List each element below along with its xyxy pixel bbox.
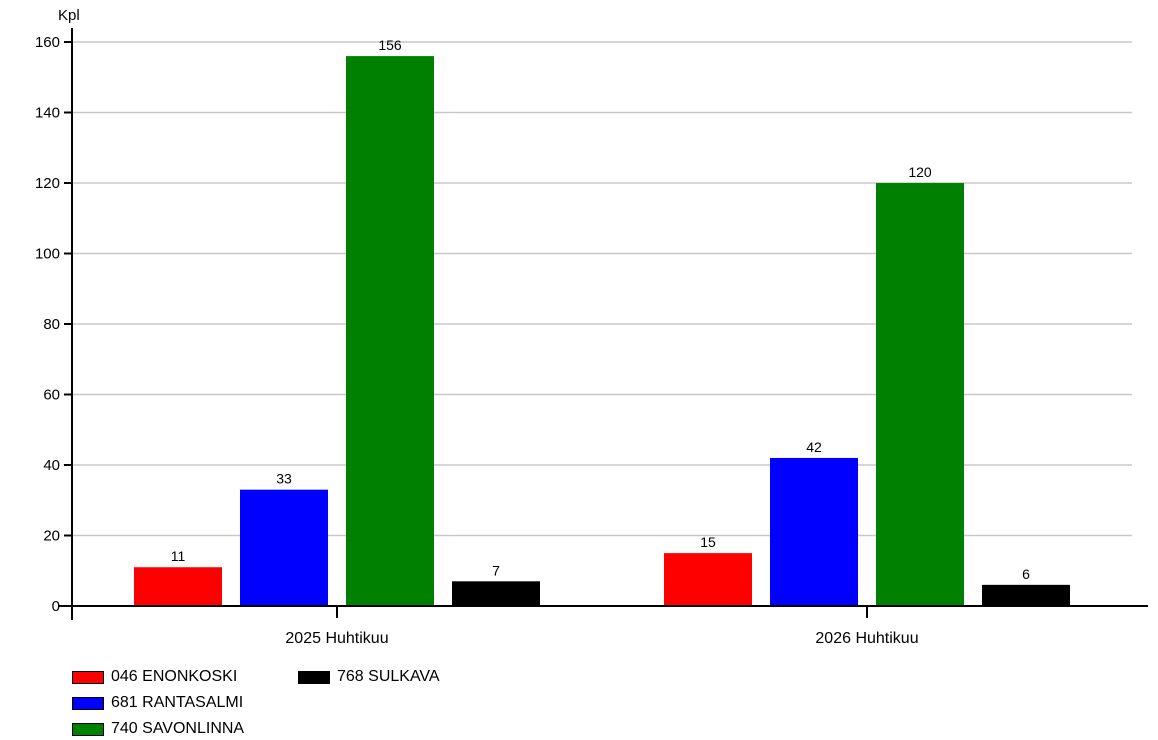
x-category-label: 2025 Huhtikuu bbox=[285, 630, 388, 647]
bar-chart: 11 33 156 7 15 42 120 6 0 20 40 60 80 100 120 140 160 20… bbox=[35, 7, 1148, 647]
bar-value-label: 120 bbox=[908, 164, 932, 180]
y-axis-label: Kpl bbox=[58, 7, 80, 24]
bar-value-label: 6 bbox=[1022, 566, 1030, 582]
y-tick-label: 80 bbox=[43, 316, 60, 333]
legend: 046 ENONKOSKI 681 RANTASALMI 740 SAVONLINN… bbox=[72, 666, 492, 738]
gridlines bbox=[72, 41, 1132, 537]
bar bbox=[240, 489, 328, 606]
legend-label: 681 RANTASALMI bbox=[111, 694, 244, 711]
y-tick-label: 140 bbox=[35, 105, 60, 122]
bar-value-label: 33 bbox=[276, 471, 292, 487]
data-labels: 11 33 156 7 15 42 120 6 bbox=[171, 37, 1030, 582]
legend-item: 046 ENONKOSKI bbox=[72, 666, 237, 688]
legend-item: 740 SAVONLINNA bbox=[72, 718, 244, 740]
y-tick-label: 0 bbox=[52, 598, 60, 615]
legend-swatch bbox=[72, 670, 104, 684]
bar bbox=[664, 553, 752, 606]
bar-value-label: 7 bbox=[492, 562, 500, 578]
axes: 0 20 40 60 80 100 120 140 160 2025 Huhtikuu 2026 H… bbox=[35, 28, 1148, 647]
bar-value-label: 42 bbox=[806, 439, 822, 455]
y-tick-label: 120 bbox=[35, 175, 60, 192]
y-tick-label: 160 bbox=[35, 34, 60, 51]
legend-label: 768 SULKAVA bbox=[337, 668, 440, 685]
legend-item: 768 SULKAVA bbox=[298, 666, 440, 688]
y-tick-label: 20 bbox=[43, 528, 60, 545]
y-tick-label: 40 bbox=[43, 457, 60, 474]
legend-swatch bbox=[72, 696, 104, 710]
legend-swatch bbox=[72, 722, 104, 736]
bar bbox=[134, 567, 222, 606]
bars bbox=[134, 56, 1070, 607]
x-category-label: 2026 Huhtikuu bbox=[815, 630, 918, 647]
bar bbox=[982, 584, 1070, 606]
bar bbox=[770, 457, 858, 606]
bar bbox=[346, 56, 434, 607]
bar-value-label: 156 bbox=[378, 37, 402, 53]
y-tick-label: 100 bbox=[35, 246, 60, 263]
legend-swatch bbox=[298, 670, 330, 684]
y-tick-label: 60 bbox=[43, 387, 60, 404]
legend-label: 740 SAVONLINNA bbox=[111, 720, 245, 737]
bar bbox=[876, 183, 964, 606]
bar bbox=[452, 581, 540, 606]
legend-label: 046 ENONKOSKI bbox=[111, 668, 238, 685]
legend-item: 681 RANTASALMI bbox=[72, 692, 243, 714]
bar-value-label: 11 bbox=[171, 548, 186, 564]
bar-value-label: 15 bbox=[700, 534, 716, 550]
